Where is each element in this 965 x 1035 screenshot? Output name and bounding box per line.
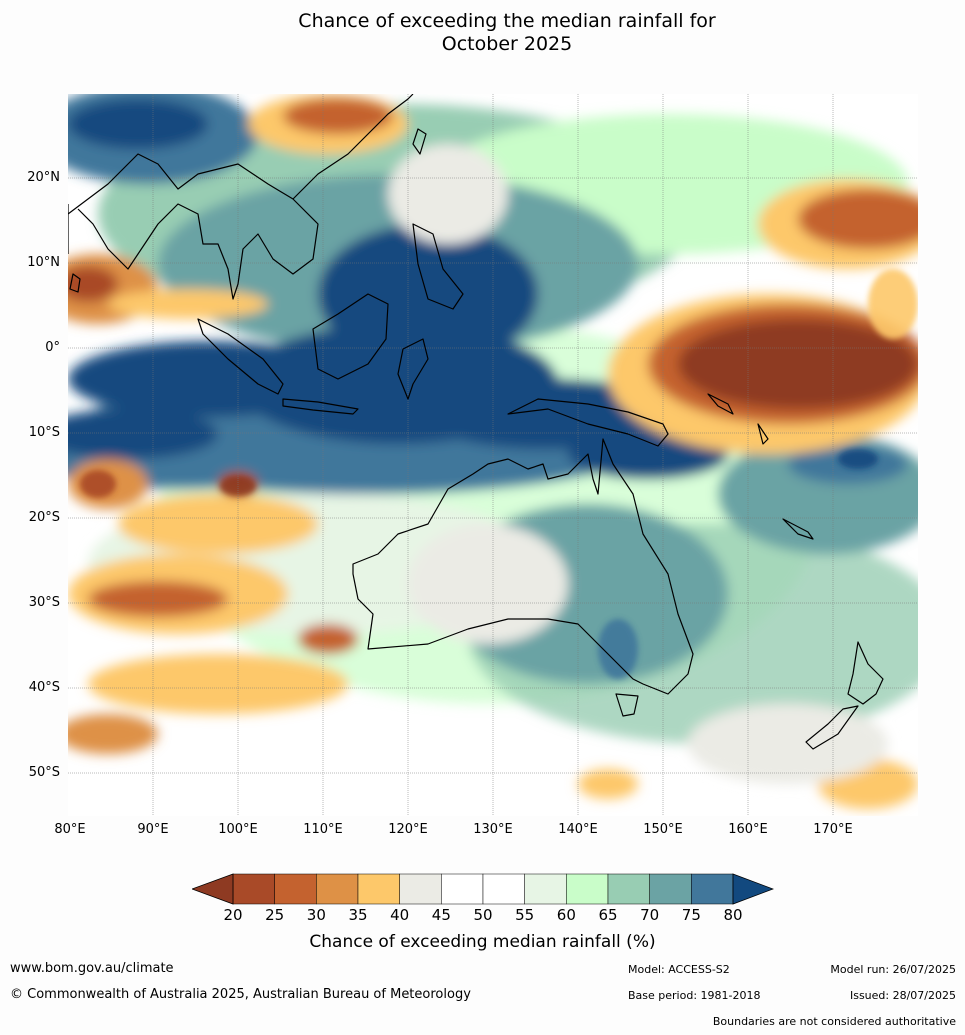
colorbar-label: Chance of exceeding median rainfall (%) — [309, 932, 656, 952]
colorbar-tick-label: 50 — [473, 906, 493, 924]
colorbar-tick-label: 60 — [556, 906, 576, 924]
colorbar-cell — [232, 873, 275, 905]
lon-tick-170E: 170°E — [813, 822, 853, 837]
lon-tick-120E: 120°E — [388, 822, 428, 837]
colorbar — [192, 873, 774, 905]
map-canvas — [68, 94, 918, 816]
colorbar-cells — [232, 873, 734, 905]
lon-tick-80E: 80°E — [54, 822, 86, 837]
lon-tick-100E: 100°E — [218, 822, 258, 837]
colorbar-cell — [482, 873, 525, 905]
probability-field — [68, 94, 918, 809]
colorbar-tick-label: 20 — [223, 906, 243, 924]
lon-tick-130E: 130°E — [473, 822, 513, 837]
colorbar-cell — [357, 873, 400, 905]
colorbar-tick-label: 65 — [598, 906, 618, 924]
colorbar-tick-label: 35 — [348, 906, 368, 924]
lat-tick-40S: 40°S — [28, 680, 60, 695]
lat-tick-0: 0° — [45, 340, 60, 355]
colorbar-low-arrow — [192, 873, 234, 905]
colorbar-tick-label: 55 — [515, 906, 535, 924]
probability-detail — [80, 269, 918, 679]
colorbar-cell — [316, 873, 359, 905]
lon-tick-90E: 90°E — [137, 822, 169, 837]
lon-tick-110E: 110°E — [303, 822, 343, 837]
colorbar-cell — [607, 873, 650, 905]
colorbar-tick-label: 75 — [681, 906, 701, 924]
lat-tick-20S: 20°S — [28, 510, 60, 525]
colorbar-cell — [691, 873, 734, 905]
colorbar-cell — [649, 873, 692, 905]
lon-tick-160E: 160°E — [728, 822, 768, 837]
colorbar-cell — [274, 873, 317, 905]
footer-copyright: © Commonwealth of Australia 2025, Austra… — [10, 987, 471, 1002]
colorbar-tick-label: 70 — [640, 906, 660, 924]
coastlines — [68, 94, 884, 750]
lat-tick-30S: 30°S — [28, 595, 60, 610]
colorbar-tick-label: 80 — [723, 906, 743, 924]
colorbar-cell — [566, 873, 609, 905]
footer-model-run: Model run: 26/07/2025 — [830, 963, 956, 976]
graticule — [68, 94, 918, 816]
colorbar-tick-label: 45 — [431, 906, 451, 924]
footer-url[interactable]: www.bom.gov.au/climate — [10, 961, 174, 976]
footer-base-period: Base period: 1981-2018 — [628, 989, 761, 1002]
map-title: Chance of exceeding the median rainfall … — [0, 10, 965, 56]
colorbar-high-arrow — [732, 873, 774, 905]
footer-issued: Issued: 28/07/2025 — [849, 989, 956, 1002]
colorbar-tick-label: 40 — [390, 906, 410, 924]
title-line-1: Chance of exceeding the median rainfall … — [298, 10, 716, 32]
lat-tick-10S: 10°S — [28, 425, 60, 440]
lon-tick-140E: 140°E — [558, 822, 598, 837]
rainfall-map — [68, 94, 918, 816]
lat-tick-10N: 10°N — [27, 255, 60, 270]
colorbar-tick-label: 25 — [265, 906, 285, 924]
colorbar-tick-label: 30 — [306, 906, 326, 924]
colorbar-cell — [441, 873, 484, 905]
colorbar-cell — [399, 873, 442, 905]
colorbar-cell — [524, 873, 567, 905]
lat-tick-50S: 50°S — [28, 765, 60, 780]
title-line-2: October 2025 — [441, 33, 573, 55]
lat-tick-20N: 20°N — [27, 170, 60, 185]
footer-model: Model: ACCESS-S2 — [628, 963, 730, 976]
footer-disclaimer: Boundaries are not considered authoritat… — [712, 1015, 956, 1028]
lon-tick-150E: 150°E — [643, 822, 683, 837]
